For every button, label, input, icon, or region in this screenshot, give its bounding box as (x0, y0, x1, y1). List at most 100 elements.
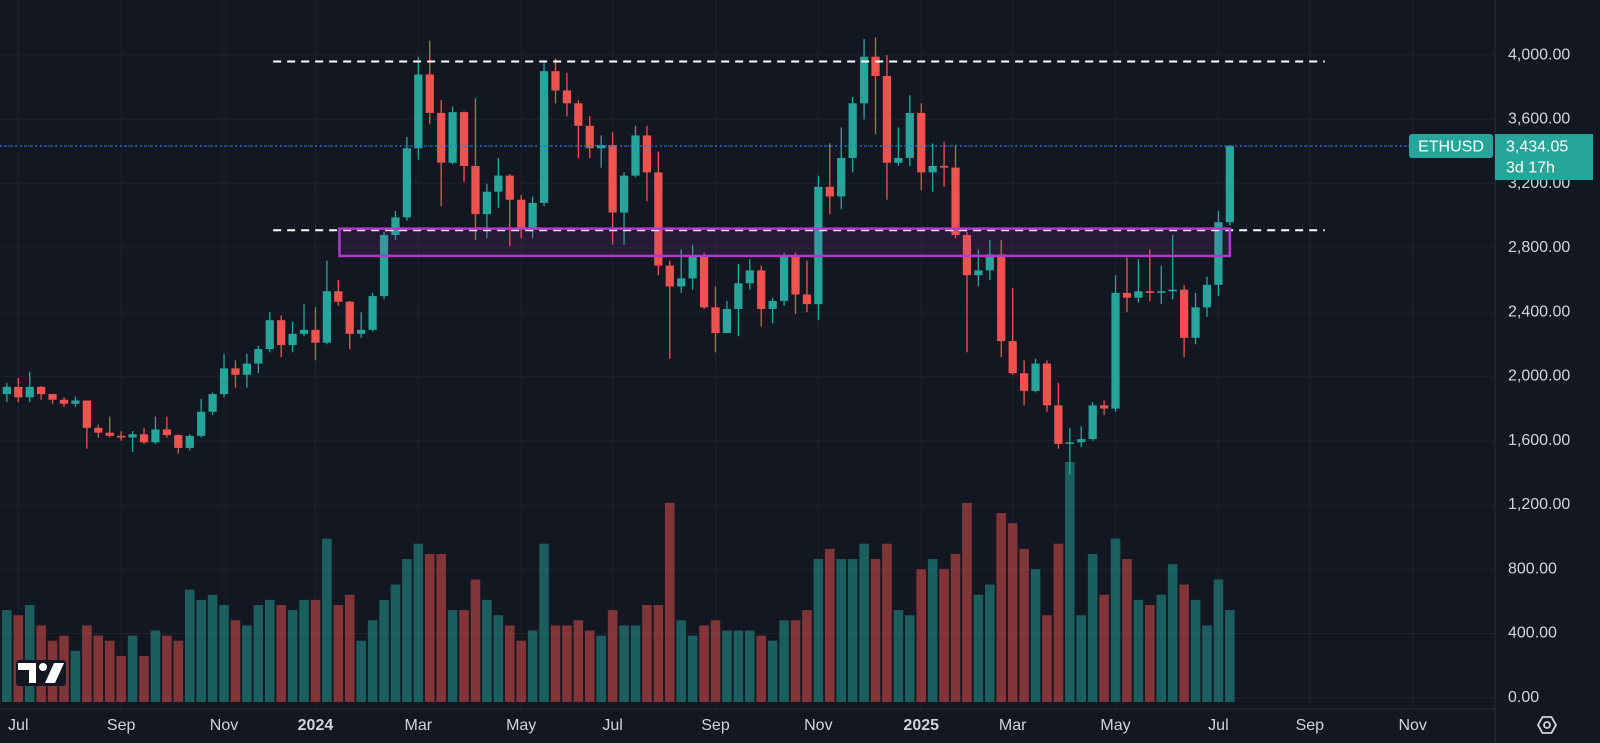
x-tick-label: Sep (107, 717, 136, 734)
volume-bar (482, 599, 492, 702)
candle-body (768, 300, 777, 309)
candle-body (379, 235, 389, 297)
volume-bar (1145, 604, 1155, 702)
candle-layer (2, 37, 1234, 475)
candle-body (665, 265, 674, 287)
candle-body (402, 148, 412, 218)
candle-body (939, 165, 949, 168)
x-tick-label: Mar (405, 717, 433, 734)
volume-bar (607, 610, 618, 702)
candle-body (1225, 146, 1234, 223)
volume-bar (70, 650, 81, 702)
volume-bar (744, 630, 755, 702)
volume-bar (1042, 615, 1052, 702)
volume-bar (162, 635, 172, 702)
volume-bar (436, 553, 446, 702)
volume-bar (390, 584, 401, 702)
candle-body (151, 429, 160, 443)
y-tick-label: 3,600.00 (1508, 111, 1570, 128)
x-tick-label: Sep (1296, 717, 1325, 734)
volume-bar (722, 630, 732, 702)
candle-body (82, 400, 91, 428)
volume-bar (413, 543, 424, 702)
volume-bar (333, 604, 344, 702)
volume-bar (550, 625, 561, 702)
volume-bar (504, 625, 515, 702)
candle-body (1031, 363, 1040, 391)
volume-bar (470, 579, 481, 702)
candle-body (814, 186, 823, 305)
candle-body (71, 400, 80, 404)
volume-bar (596, 635, 607, 702)
candle-body (391, 217, 400, 236)
candle-body (1065, 442, 1074, 444)
volume-bar (127, 635, 138, 702)
candle-body (859, 56, 869, 104)
candle-body (1019, 373, 1029, 391)
candle-body (585, 125, 594, 149)
volume-bar (24, 604, 35, 702)
volume-bar (1053, 543, 1064, 702)
volume-bar (630, 625, 641, 702)
candle-body (734, 283, 743, 309)
candle-body (322, 291, 332, 343)
volume-bar (893, 610, 904, 702)
candle-body (174, 435, 183, 448)
volume-bar (1202, 625, 1212, 702)
candle-body (231, 368, 240, 375)
x-tick-label: Mar (999, 717, 1027, 734)
candle-body (105, 432, 114, 436)
volume-bar (219, 604, 229, 702)
volume-bar (710, 620, 721, 702)
volume-bar (402, 559, 412, 702)
candle-body (1042, 363, 1052, 406)
volume-bar (253, 604, 264, 702)
volume-bar (1087, 553, 1098, 702)
volume-bar (379, 599, 389, 702)
candle-body (1168, 289, 1177, 292)
volume-bar (756, 635, 767, 702)
tradingview-logo[interactable] (16, 660, 66, 686)
y-tick-label: 800.00 (1508, 560, 1557, 577)
volume-bar (824, 548, 835, 702)
candle-body (117, 435, 126, 438)
price-tag (1495, 134, 1593, 181)
volume-bar (173, 640, 184, 702)
x-tick-label: Jul (8, 717, 28, 734)
volume-bar (813, 559, 824, 702)
volume-bar (882, 543, 892, 702)
candle-body (311, 329, 320, 343)
candle-body (699, 255, 709, 308)
logo-dot (39, 663, 47, 671)
candle-body (951, 167, 960, 236)
volume-bar (150, 630, 161, 702)
volume-bar (1099, 594, 1109, 702)
x-tick-label: 2024 (298, 717, 334, 734)
volume-bar (767, 640, 778, 702)
volume-bar (1167, 564, 1178, 702)
candle-body (1179, 289, 1189, 338)
candle-body (185, 435, 194, 448)
candle-body (997, 254, 1006, 342)
candle-body (482, 191, 492, 215)
volume-bar (699, 625, 709, 702)
x-tick-label: May (506, 717, 536, 734)
candle-body (1157, 291, 1166, 293)
volume-bar (847, 559, 858, 702)
settings-button[interactable] (1536, 716, 1558, 734)
candle-body (974, 270, 983, 276)
volume-bar (790, 620, 801, 702)
logo-t (18, 663, 36, 683)
candle-body (219, 368, 229, 395)
candle-body (505, 175, 514, 200)
candle-body (265, 320, 274, 350)
candle-body (551, 71, 560, 91)
last-price-label: 3,434.05 (1506, 138, 1568, 155)
volume-bar (493, 615, 504, 702)
volume-bar (642, 604, 652, 702)
volume-bar (93, 635, 104, 702)
candle-body (1191, 307, 1200, 338)
candle-body (597, 145, 606, 149)
volume-bar (184, 589, 195, 702)
